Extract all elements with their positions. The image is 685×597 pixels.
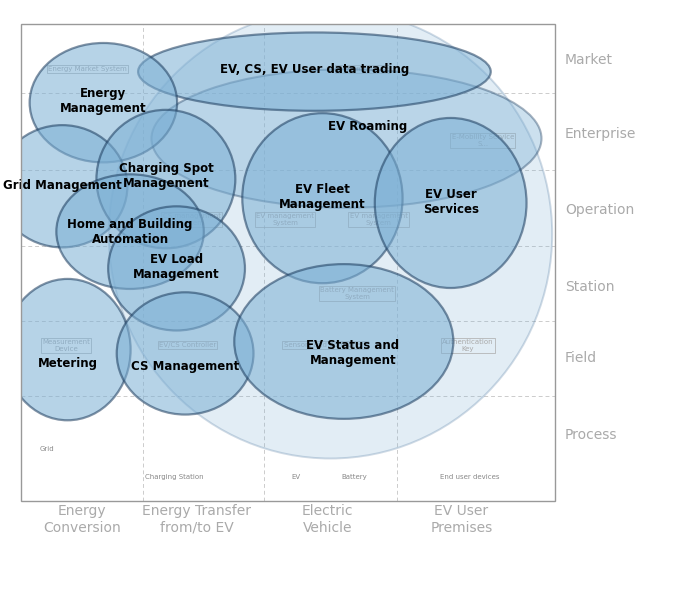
Ellipse shape <box>108 207 245 331</box>
Text: EV: EV <box>291 473 300 479</box>
Text: EV Fleet
Management: EV Fleet Management <box>279 183 366 211</box>
Ellipse shape <box>29 43 177 162</box>
Text: Market: Market <box>565 53 613 67</box>
Text: Grid: Grid <box>40 446 55 452</box>
Text: EV management
System: EV management System <box>349 213 408 226</box>
Text: Field: Field <box>565 351 597 365</box>
Ellipse shape <box>375 118 527 288</box>
Ellipse shape <box>0 125 127 247</box>
Ellipse shape <box>5 279 131 420</box>
Text: Sensors and Controllers: Sensors and Controllers <box>284 342 366 348</box>
Text: EV User
Premises: EV User Premises <box>430 504 493 535</box>
Text: Clearing House: Clearing House <box>336 66 389 72</box>
Text: Home and Building
Automation: Home and Building Automation <box>67 218 192 245</box>
Text: Process: Process <box>565 427 618 442</box>
Text: CS Management: CS Management <box>131 361 239 373</box>
Text: Metering: Metering <box>38 358 97 370</box>
Ellipse shape <box>234 264 453 419</box>
Ellipse shape <box>56 174 204 289</box>
Text: Battery Management
System: Battery Management System <box>320 287 394 300</box>
Text: CS management
System: CS management System <box>162 213 221 226</box>
Text: Energy
Conversion: Energy Conversion <box>43 504 121 535</box>
Text: Measurement
Device: Measurement Device <box>42 338 90 352</box>
Ellipse shape <box>151 69 542 208</box>
Text: Station: Station <box>565 279 614 294</box>
Text: EV User
Services: EV User Services <box>423 187 479 216</box>
Ellipse shape <box>138 32 490 111</box>
Text: Enterprise: Enterprise <box>565 127 636 141</box>
Text: Grid Management: Grid Management <box>3 179 122 192</box>
Text: EV Roaming: EV Roaming <box>328 120 408 133</box>
Text: Battery: Battery <box>342 473 367 479</box>
Text: EV Load
Management: EV Load Management <box>134 254 220 281</box>
Text: Energy
Management: Energy Management <box>60 87 147 115</box>
Text: EV/CS Controller: EV/CS Controller <box>159 342 216 348</box>
Ellipse shape <box>242 113 403 283</box>
Text: EV Status and
Management: EV Status and Management <box>306 340 399 367</box>
Text: Charging Spot
Management: Charging Spot Management <box>119 162 213 190</box>
Text: EV management
System: EV management System <box>256 213 314 226</box>
Text: Charging Station: Charging Station <box>145 473 203 479</box>
Text: Energy Market System: Energy Market System <box>48 66 127 72</box>
Ellipse shape <box>97 110 236 248</box>
Ellipse shape <box>116 293 253 414</box>
Text: Authentication
Key: Authentication Key <box>443 338 494 352</box>
Text: End user devices: End user devices <box>440 473 499 479</box>
Text: Operation: Operation <box>565 203 634 217</box>
Text: Electric
Vehicle: Electric Vehicle <box>302 504 353 535</box>
Ellipse shape <box>109 10 552 458</box>
Text: Energy Transfer
from/to EV: Energy Transfer from/to EV <box>142 504 251 535</box>
Text: E-Mobility Service
S...: E-Mobility Service S... <box>451 134 514 147</box>
Text: EV, CS, EV User data trading: EV, CS, EV User data trading <box>220 63 409 76</box>
